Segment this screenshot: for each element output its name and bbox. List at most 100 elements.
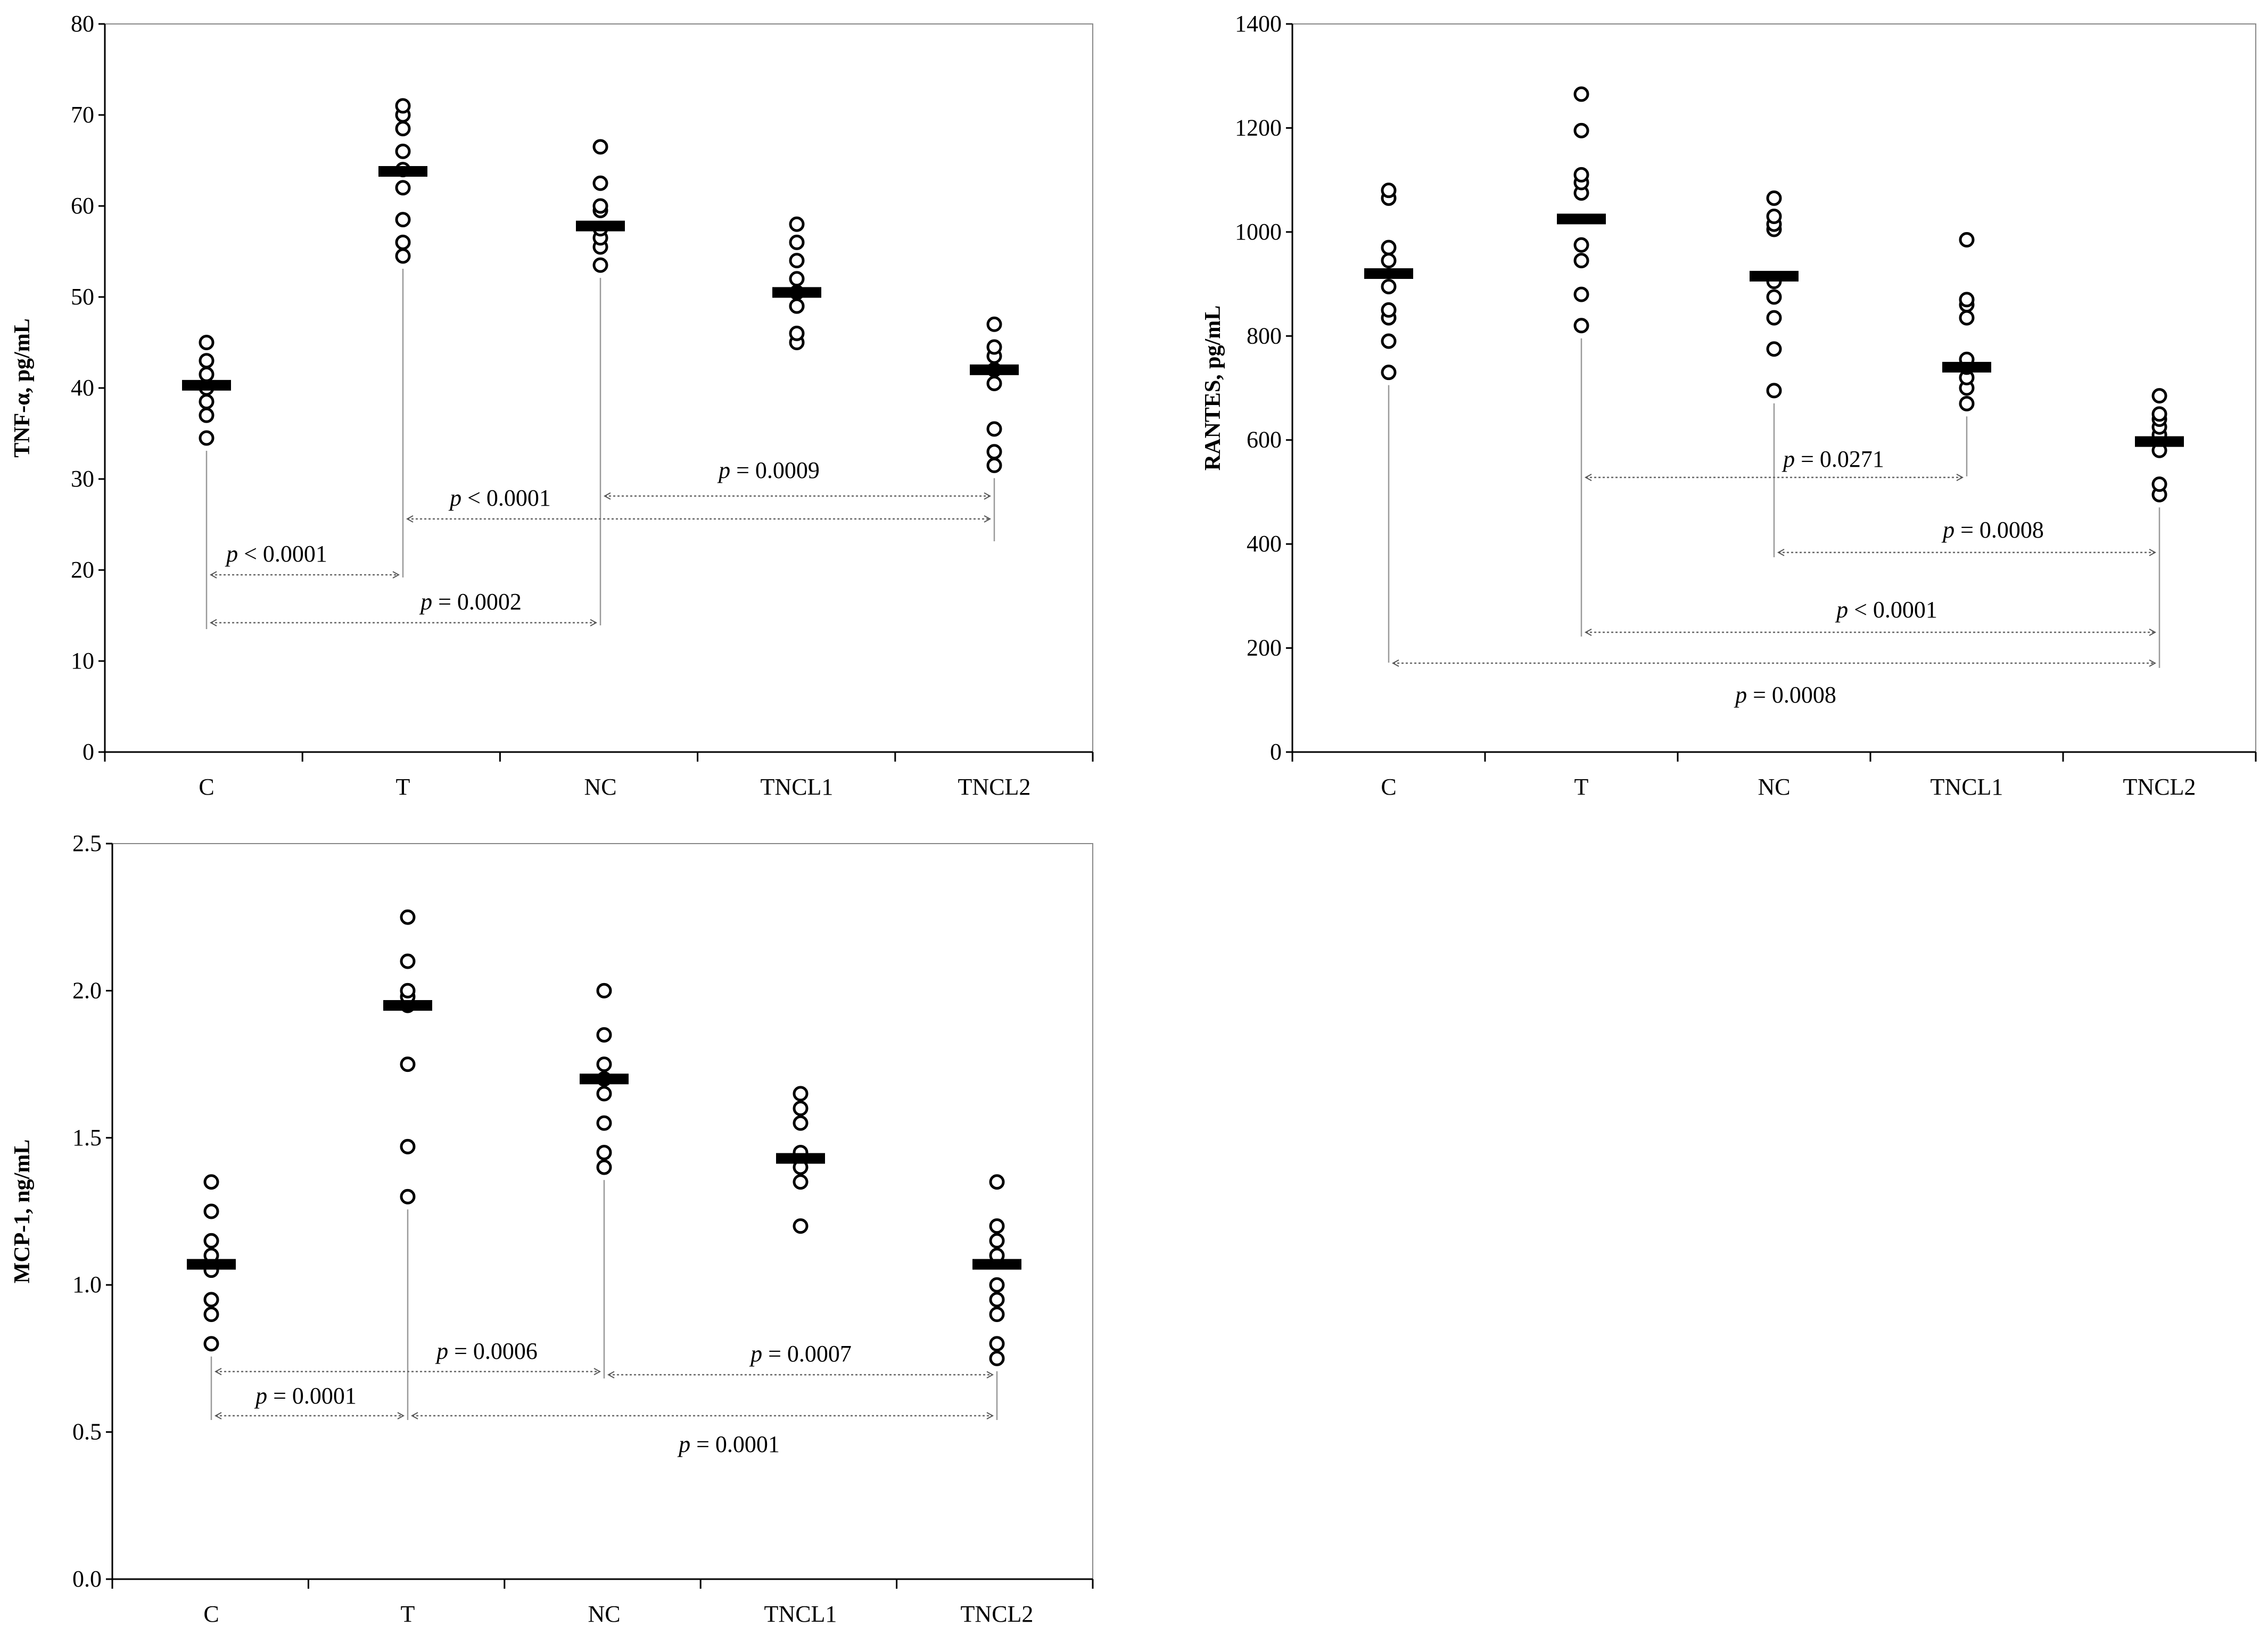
data-point: [1573, 286, 1589, 302]
data-point: [789, 253, 805, 269]
mean-bar: [1942, 361, 1991, 373]
y-axis-title: TNF-α, pg/mL: [10, 318, 35, 457]
data-point: [199, 353, 215, 369]
y-tick-label: 200: [1247, 635, 1282, 661]
p-value-label: p < 0.0001: [1835, 597, 1937, 623]
data-point: [400, 1188, 416, 1204]
data-point: [986, 457, 1002, 473]
data-point: [400, 953, 416, 969]
data-point: [400, 1056, 416, 1072]
p-value-label: p = 0.0007: [749, 1341, 852, 1367]
y-tick-label: 70: [71, 102, 94, 128]
data-point: [989, 1350, 1005, 1366]
data-point: [989, 1292, 1005, 1308]
data-point: [395, 180, 411, 196]
data-point: [1381, 365, 1397, 381]
data-point: [400, 1138, 416, 1154]
data-point: [199, 430, 215, 446]
mean-bar: [576, 220, 625, 232]
data-point: [1766, 310, 1782, 326]
mean-bar: [972, 1259, 1021, 1270]
data-point: [1573, 318, 1589, 334]
y-tick-label: 10: [71, 648, 94, 674]
x-tick-label: TNCL1: [1931, 774, 2003, 800]
data-point: [203, 1174, 219, 1190]
p-value-label: p = 0.0006: [435, 1338, 538, 1364]
data-point: [1959, 232, 1975, 248]
y-tick-label: 40: [71, 375, 94, 401]
data-point: [596, 1027, 612, 1043]
data-point: [989, 1277, 1005, 1293]
rantes-chart: 0 200 400 600 800 1000 1200 1400 C T NC TNCL1 TNCL2 R…: [1201, 11, 2257, 800]
data-point: [1381, 302, 1397, 318]
data-point: [400, 983, 416, 998]
p-value-label: p < 0.0001: [448, 485, 551, 511]
x-tick-label: TNCL2: [2123, 774, 2196, 800]
x-tick-label: TNCL1: [764, 1601, 837, 1627]
mcp1-chart: 0.0 0.5 1.0 1.5 2.0 2.5 C T NC TNCL1 TNCL2 MCP-1, n…: [10, 830, 1094, 1627]
y-tick-label: 1200: [1235, 114, 1282, 141]
data-point: [596, 1144, 612, 1160]
data-point: [395, 212, 411, 228]
data-point: [789, 271, 805, 287]
p-value-label: p < 0.0001: [225, 541, 327, 567]
y-tick-label: 0.0: [72, 1566, 102, 1592]
data-point: [395, 143, 411, 159]
data-point: [1381, 253, 1397, 269]
data-point: [1766, 209, 1782, 225]
data-point: [989, 1233, 1005, 1249]
x-tick-label: C: [203, 1601, 219, 1627]
p-value-label: p = 0.0271: [1782, 446, 1884, 472]
data-point: [789, 298, 805, 314]
data-point: [2151, 406, 2167, 422]
data-point: [395, 121, 411, 137]
data-point: [203, 1203, 219, 1219]
y-tick-label: 0: [83, 739, 94, 765]
mean-bar: [2135, 436, 2184, 447]
y-tick-label: 0: [1270, 739, 1282, 765]
x-tick-label: NC: [588, 1601, 620, 1627]
data-point: [1573, 86, 1589, 102]
y-tick-label: 1.0: [72, 1272, 102, 1298]
data-point: [400, 909, 416, 925]
data-point: [1381, 333, 1397, 349]
x-tick-label: T: [396, 774, 410, 800]
data-point: [793, 1218, 809, 1234]
mean-bar: [776, 1153, 825, 1164]
data-point: [2151, 388, 2167, 404]
data-point: [395, 234, 411, 250]
mean-bar: [970, 364, 1019, 375]
data-point: [596, 1056, 612, 1072]
y-tick-label: 800: [1247, 323, 1282, 349]
data-point: [793, 1174, 809, 1190]
data-point: [986, 339, 1002, 355]
x-tick-label: TNCL2: [961, 1601, 1034, 1627]
y-tick-label: 60: [71, 193, 94, 219]
data-point: [989, 1306, 1005, 1322]
x-tick-label: C: [1381, 774, 1396, 800]
data-point: [986, 375, 1002, 391]
mean-bar: [187, 1259, 236, 1270]
data-point: [793, 1086, 809, 1102]
data-point: [789, 234, 805, 250]
y-tick-label: 30: [71, 466, 94, 492]
mean-bar: [580, 1074, 629, 1085]
data-point: [203, 1292, 219, 1308]
y-tick-label: 50: [71, 284, 94, 310]
data-point: [199, 335, 215, 350]
data-point: [1766, 341, 1782, 357]
p-value-label: p = 0.0001: [677, 1431, 780, 1457]
x-tick-label: C: [199, 774, 214, 800]
data-point: [592, 139, 608, 155]
y-tick-label: 1400: [1235, 11, 1282, 37]
data-point: [592, 175, 608, 191]
p-value-label: p = 0.0009: [717, 457, 820, 483]
data-point: [1573, 122, 1589, 138]
y-tick-label: 20: [71, 557, 94, 583]
data-point: [986, 316, 1002, 332]
x-tick-label: T: [1574, 774, 1589, 800]
data-point: [1766, 289, 1782, 305]
data-point: [1959, 292, 1975, 308]
y-tick-label: 0.5: [72, 1419, 102, 1445]
